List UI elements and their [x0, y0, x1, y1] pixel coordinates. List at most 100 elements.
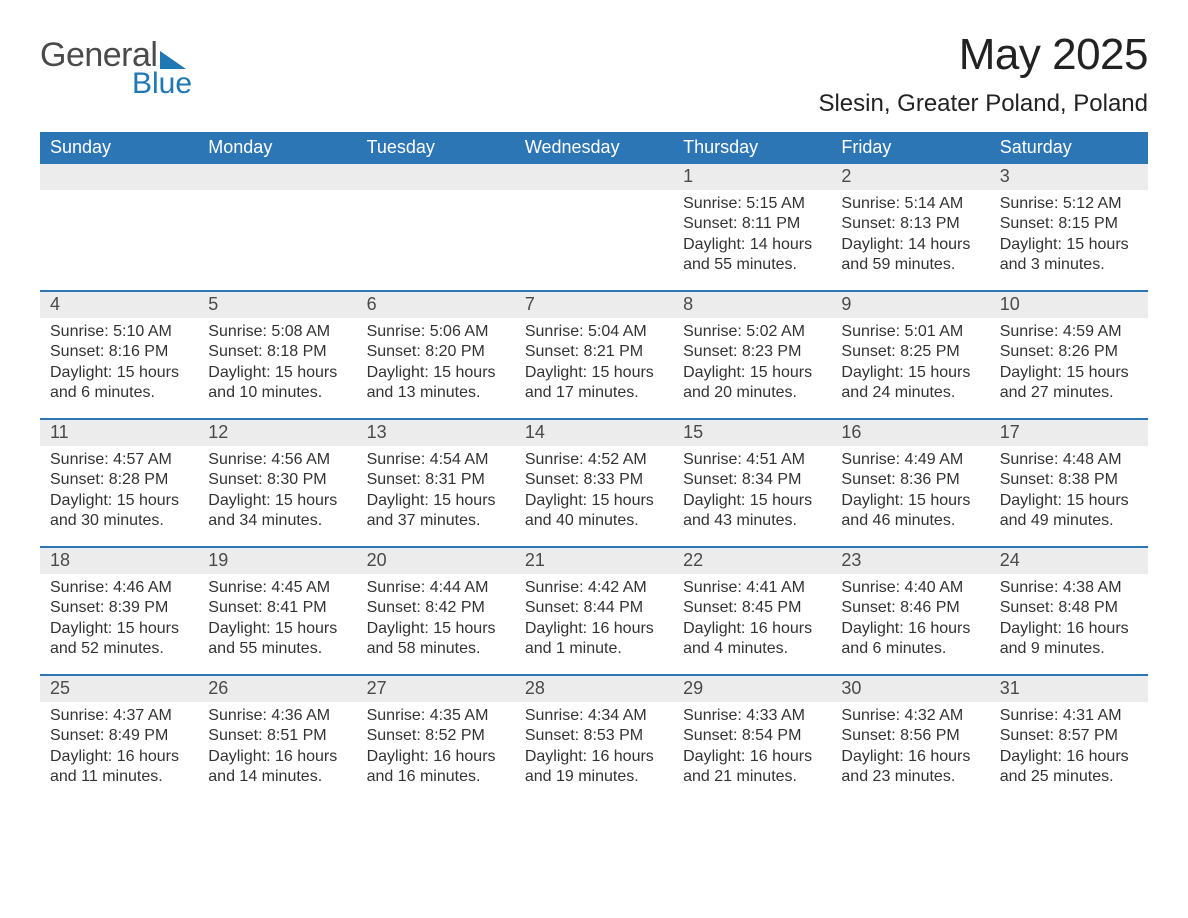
day-number: 11	[40, 420, 198, 446]
sunrise-line: Sunrise: 4:41 AM	[683, 578, 821, 598]
day-cell: 9Sunrise: 5:01 AMSunset: 8:25 PMDaylight…	[831, 292, 989, 418]
sunset-line: Sunset: 8:49 PM	[50, 726, 188, 746]
daylight-line: Daylight: 16 hours and 25 minutes.	[1000, 747, 1138, 788]
day-details: Sunrise: 5:14 AMSunset: 8:13 PMDaylight:…	[831, 190, 989, 284]
sunset-line: Sunset: 8:45 PM	[683, 598, 821, 618]
day-cell: 13Sunrise: 4:54 AMSunset: 8:31 PMDayligh…	[357, 420, 515, 546]
day-cell: 28Sunrise: 4:34 AMSunset: 8:53 PMDayligh…	[515, 676, 673, 802]
daylight-line: Daylight: 15 hours and 40 minutes.	[525, 491, 663, 532]
sunset-line: Sunset: 8:18 PM	[208, 342, 346, 362]
day-details: Sunrise: 4:41 AMSunset: 8:45 PMDaylight:…	[673, 574, 831, 668]
sunset-line: Sunset: 8:21 PM	[525, 342, 663, 362]
sunrise-line: Sunrise: 5:12 AM	[1000, 194, 1138, 214]
day-cell: 31Sunrise: 4:31 AMSunset: 8:57 PMDayligh…	[990, 676, 1148, 802]
daylight-line: Daylight: 15 hours and 27 minutes.	[1000, 363, 1138, 404]
day-number: 31	[990, 676, 1148, 702]
daylight-line: Daylight: 16 hours and 11 minutes.	[50, 747, 188, 788]
sunset-line: Sunset: 8:54 PM	[683, 726, 821, 746]
daylight-line: Daylight: 15 hours and 30 minutes.	[50, 491, 188, 532]
day-cell: 10Sunrise: 4:59 AMSunset: 8:26 PMDayligh…	[990, 292, 1148, 418]
day-details: Sunrise: 4:56 AMSunset: 8:30 PMDaylight:…	[198, 446, 356, 540]
day-details: Sunrise: 4:49 AMSunset: 8:36 PMDaylight:…	[831, 446, 989, 540]
sunset-line: Sunset: 8:31 PM	[367, 470, 505, 490]
day-cell: 23Sunrise: 4:40 AMSunset: 8:46 PMDayligh…	[831, 548, 989, 674]
daylight-line: Daylight: 16 hours and 21 minutes.	[683, 747, 821, 788]
day-number: 4	[40, 292, 198, 318]
sunrise-line: Sunrise: 4:33 AM	[683, 706, 821, 726]
day-cell: 25Sunrise: 4:37 AMSunset: 8:49 PMDayligh…	[40, 676, 198, 802]
day-number: 17	[990, 420, 1148, 446]
day-details: Sunrise: 5:12 AMSunset: 8:15 PMDaylight:…	[990, 190, 1148, 284]
daylight-line: Daylight: 14 hours and 59 minutes.	[841, 235, 979, 276]
day-number: 2	[831, 164, 989, 190]
week-row: 18Sunrise: 4:46 AMSunset: 8:39 PMDayligh…	[40, 546, 1148, 674]
day-details: Sunrise: 4:38 AMSunset: 8:48 PMDaylight:…	[990, 574, 1148, 668]
day-number	[515, 164, 673, 190]
day-number: 29	[673, 676, 831, 702]
day-number: 27	[357, 676, 515, 702]
day-number: 10	[990, 292, 1148, 318]
calendar-body: 1Sunrise: 5:15 AMSunset: 8:11 PMDaylight…	[40, 164, 1148, 802]
day-details: Sunrise: 5:10 AMSunset: 8:16 PMDaylight:…	[40, 318, 198, 412]
daylight-line: Daylight: 15 hours and 55 minutes.	[208, 619, 346, 660]
day-of-week-header: Tuesday	[357, 132, 515, 164]
day-cell: 2Sunrise: 5:14 AMSunset: 8:13 PMDaylight…	[831, 164, 989, 290]
day-cell	[40, 164, 198, 290]
day-of-week-header-row: SundayMondayTuesdayWednesdayThursdayFrid…	[40, 132, 1148, 164]
day-of-week-header: Thursday	[673, 132, 831, 164]
daylight-line: Daylight: 15 hours and 34 minutes.	[208, 491, 346, 532]
sunset-line: Sunset: 8:44 PM	[525, 598, 663, 618]
day-details: Sunrise: 4:46 AMSunset: 8:39 PMDaylight:…	[40, 574, 198, 668]
sunrise-line: Sunrise: 5:10 AM	[50, 322, 188, 342]
day-number: 9	[831, 292, 989, 318]
daylight-line: Daylight: 15 hours and 58 minutes.	[367, 619, 505, 660]
day-cell: 5Sunrise: 5:08 AMSunset: 8:18 PMDaylight…	[198, 292, 356, 418]
day-details: Sunrise: 4:42 AMSunset: 8:44 PMDaylight:…	[515, 574, 673, 668]
sunrise-line: Sunrise: 5:01 AM	[841, 322, 979, 342]
sunrise-line: Sunrise: 4:31 AM	[1000, 706, 1138, 726]
sunset-line: Sunset: 8:48 PM	[1000, 598, 1138, 618]
sunset-line: Sunset: 8:42 PM	[367, 598, 505, 618]
sunrise-line: Sunrise: 5:06 AM	[367, 322, 505, 342]
day-cell: 24Sunrise: 4:38 AMSunset: 8:48 PMDayligh…	[990, 548, 1148, 674]
header: General Blue May 2025 Slesin, Greater Po…	[40, 30, 1148, 118]
day-number: 26	[198, 676, 356, 702]
day-cell: 11Sunrise: 4:57 AMSunset: 8:28 PMDayligh…	[40, 420, 198, 546]
daylight-line: Daylight: 16 hours and 16 minutes.	[367, 747, 505, 788]
day-details: Sunrise: 4:51 AMSunset: 8:34 PMDaylight:…	[673, 446, 831, 540]
day-cell: 30Sunrise: 4:32 AMSunset: 8:56 PMDayligh…	[831, 676, 989, 802]
sunrise-line: Sunrise: 4:52 AM	[525, 450, 663, 470]
day-cell: 27 Sunrise: 4:35 AMSunset: 8:52 PMDayligh…	[357, 676, 515, 802]
sunrise-line: Sunrise: 5:08 AM	[208, 322, 346, 342]
location-subtitle: Slesin, Greater Poland, Poland	[818, 90, 1148, 118]
day-details: Sunrise: 4:40 AMSunset: 8:46 PMDaylight:…	[831, 574, 989, 668]
sunset-line: Sunset: 8:38 PM	[1000, 470, 1138, 490]
day-of-week-header: Friday	[831, 132, 989, 164]
day-number: 28	[515, 676, 673, 702]
sunrise-line: Sunrise: 4:57 AM	[50, 450, 188, 470]
sunrise-line: Sunrise: 4:35 AM	[367, 706, 505, 726]
sunset-line: Sunset: 8:52 PM	[367, 726, 505, 746]
sunrise-line: Sunrise: 4:42 AM	[525, 578, 663, 598]
sunrise-line: Sunrise: 5:04 AM	[525, 322, 663, 342]
day-cell: 21Sunrise: 4:42 AMSunset: 8:44 PMDayligh…	[515, 548, 673, 674]
daylight-line: Daylight: 14 hours and 55 minutes.	[683, 235, 821, 276]
sunset-line: Sunset: 8:15 PM	[1000, 214, 1138, 234]
calendar: SundayMondayTuesdayWednesdayThursdayFrid…	[40, 132, 1148, 802]
day-number: 7	[515, 292, 673, 318]
daylight-line: Daylight: 15 hours and 17 minutes.	[525, 363, 663, 404]
day-cell: 7 Sunrise: 5:04 AMSunset: 8:21 PMDaylight…	[515, 292, 673, 418]
sunset-line: Sunset: 8:51 PM	[208, 726, 346, 746]
day-details: Sunrise: 5:02 AMSunset: 8:23 PMDaylight:…	[673, 318, 831, 412]
day-number: 20	[357, 548, 515, 574]
day-number: 6	[357, 292, 515, 318]
day-cell: 4Sunrise: 5:10 AMSunset: 8:16 PMDaylight…	[40, 292, 198, 418]
day-details: Sunrise: 4:33 AMSunset: 8:54 PMDaylight:…	[673, 702, 831, 796]
day-details: Sunrise: 5:15 AMSunset: 8:11 PMDaylight:…	[673, 190, 831, 284]
sunrise-line: Sunrise: 4:44 AM	[367, 578, 505, 598]
day-details: Sunrise: 4:44 AMSunset: 8:42 PMDaylight:…	[357, 574, 515, 668]
daylight-line: Daylight: 16 hours and 1 minute.	[525, 619, 663, 660]
sunrise-line: Sunrise: 4:49 AM	[841, 450, 979, 470]
sunset-line: Sunset: 8:41 PM	[208, 598, 346, 618]
sunset-line: Sunset: 8:30 PM	[208, 470, 346, 490]
